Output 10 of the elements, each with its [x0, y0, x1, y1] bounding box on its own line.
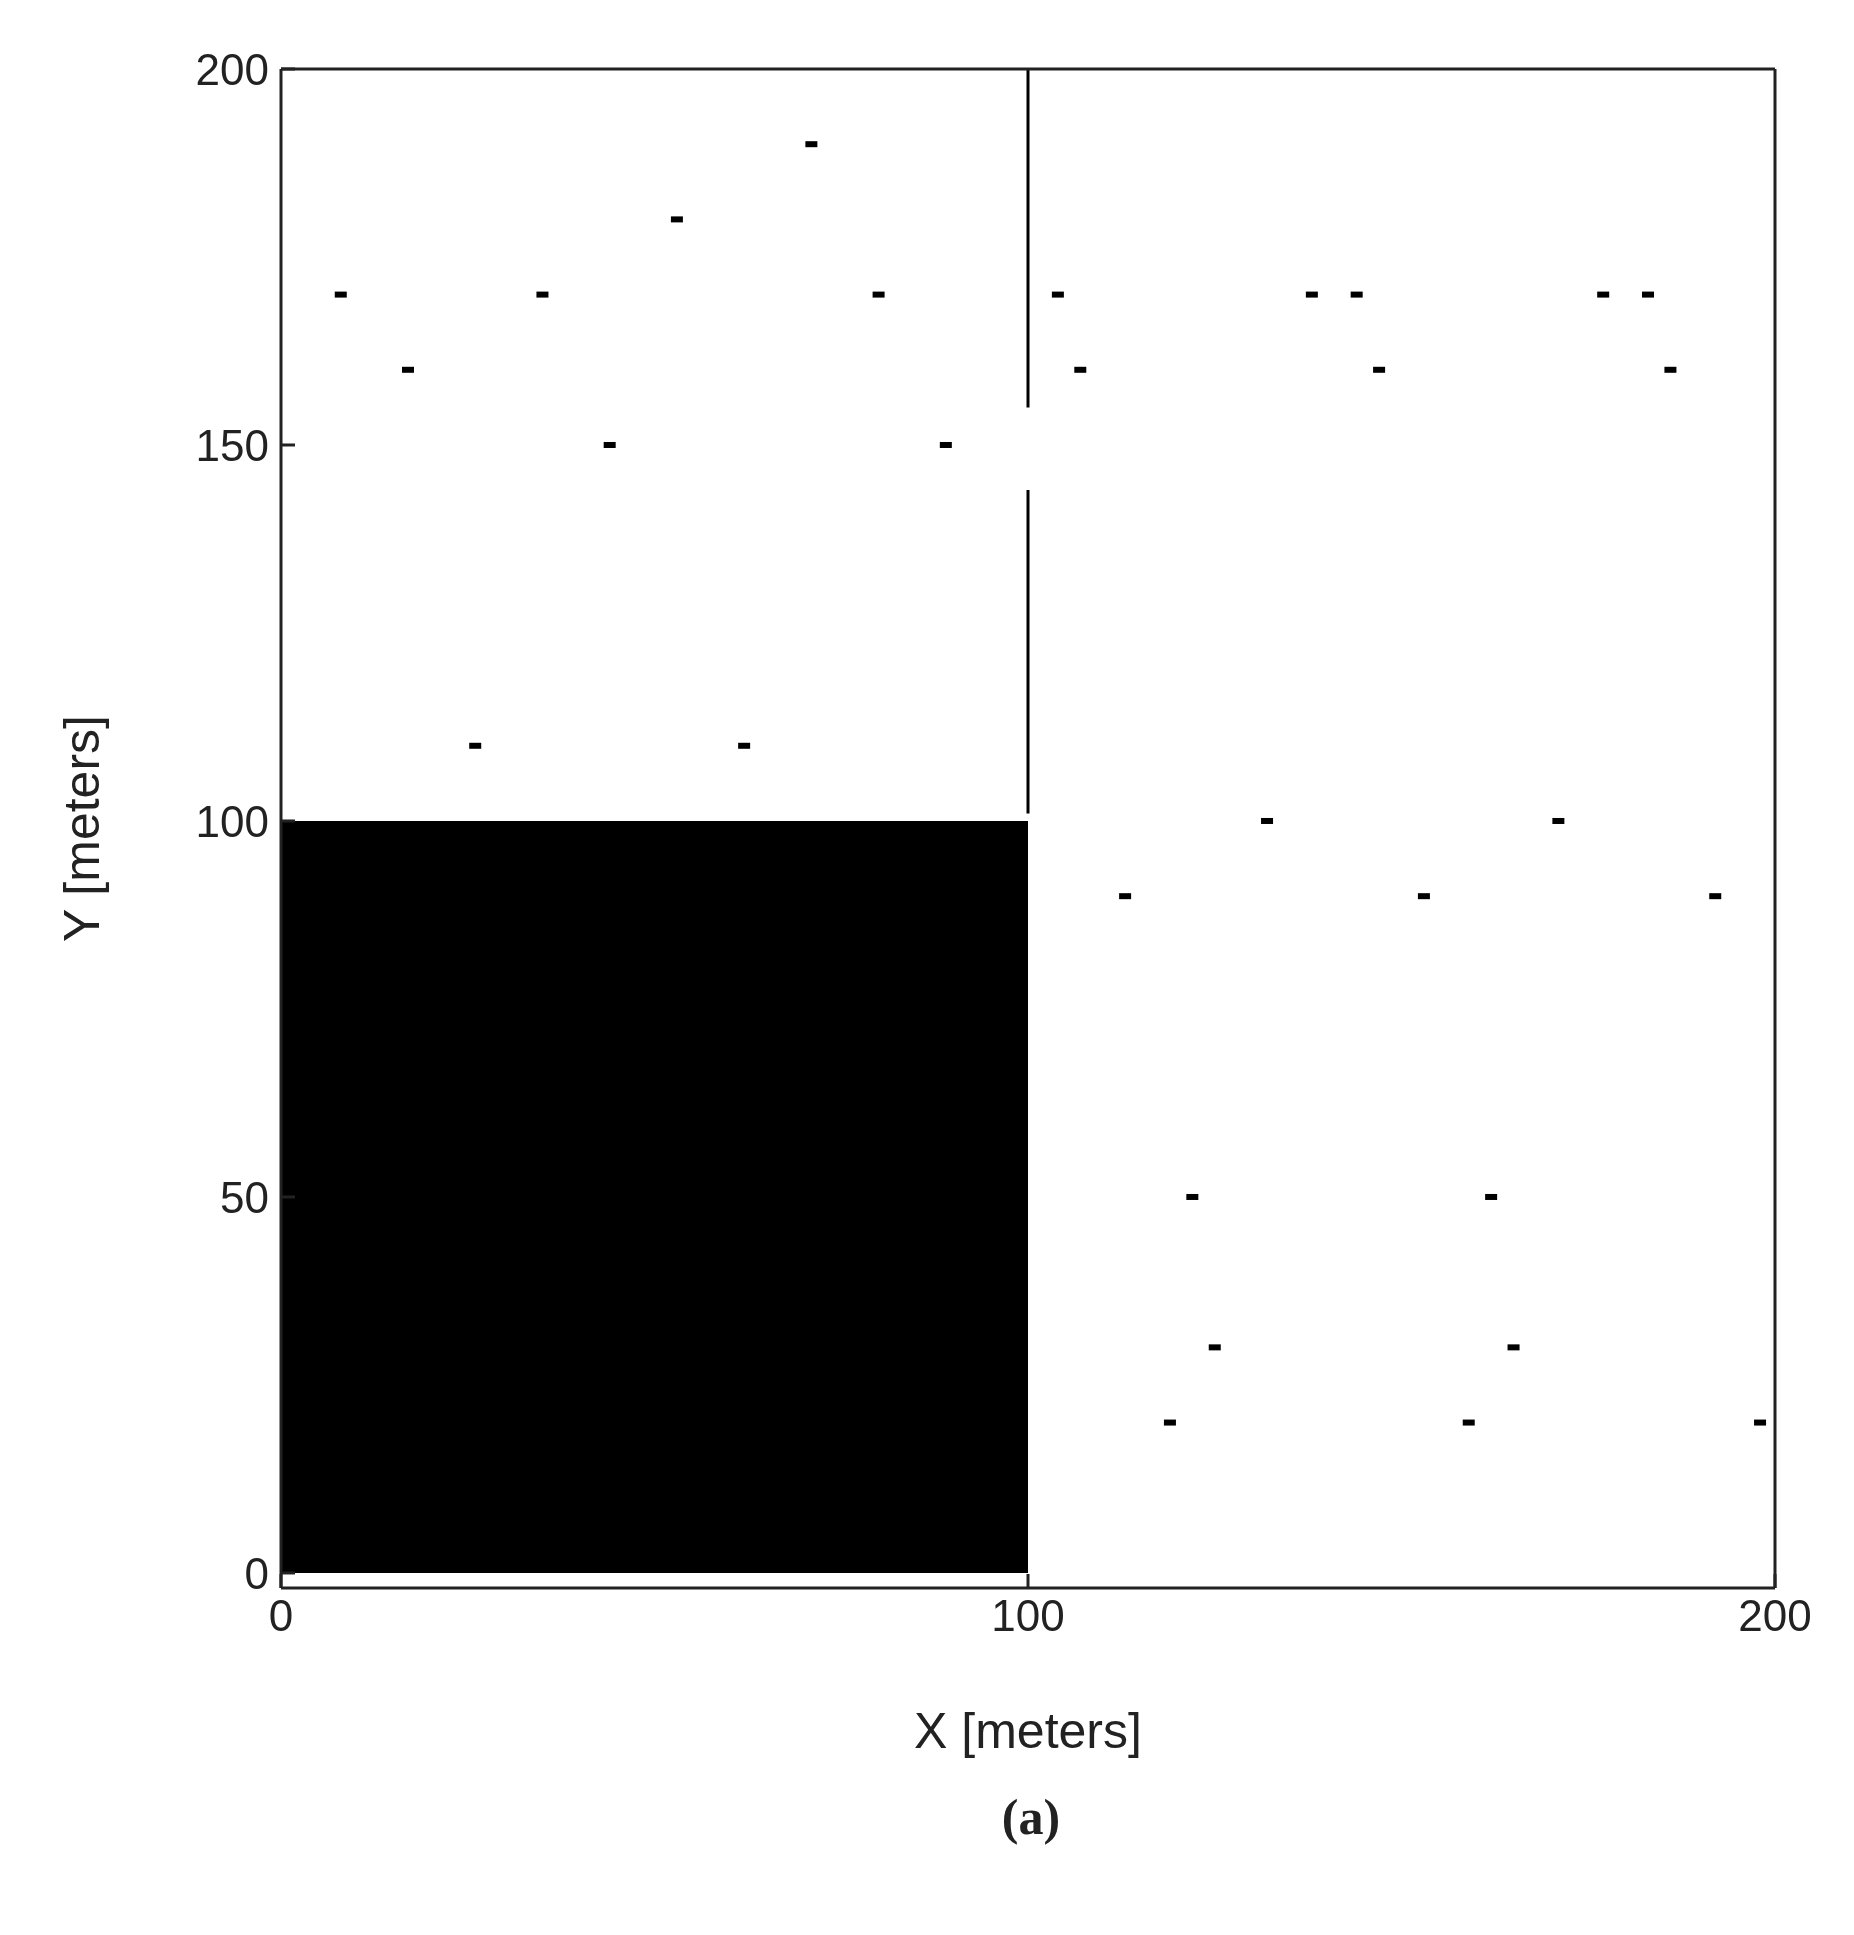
y-tick-label: 150 — [195, 420, 269, 470]
y-axis-title: Y [meters] — [53, 715, 110, 942]
y-tick-label: 0 — [244, 1548, 269, 1598]
y-tick-label: 200 — [195, 44, 269, 94]
x-tick-label: 100 — [991, 1591, 1065, 1641]
x-axis-title: X [meters] — [914, 1703, 1142, 1759]
text: (a) — [1000, 1788, 1062, 1846]
x-tick-label: 200 — [1738, 1591, 1812, 1641]
y-tick-label: 50 — [220, 1172, 269, 1222]
y-tick-label: 100 — [195, 796, 269, 846]
